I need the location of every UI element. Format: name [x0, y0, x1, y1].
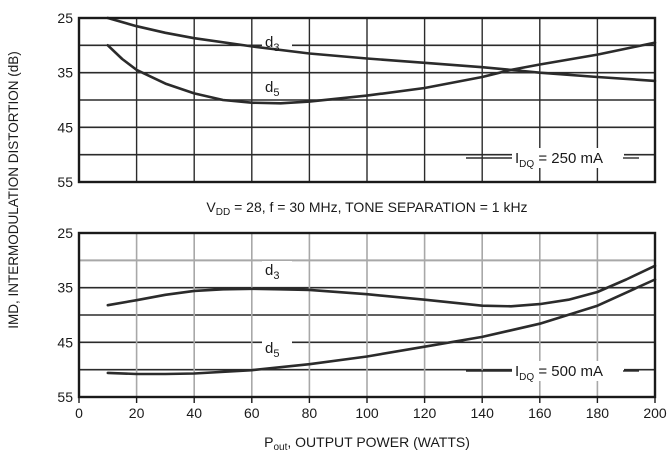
- label-mask: [512, 361, 624, 381]
- x-axis-label: Pout, OUTPUT POWER (WATTS): [264, 434, 470, 453]
- y-tick-label: 55: [57, 389, 73, 405]
- x-tick-label: 20: [129, 405, 145, 421]
- series-line-d5-panel-2: [106, 278, 657, 376]
- x-tick-label: 160: [528, 405, 552, 421]
- x-tick-label: 200: [643, 405, 667, 421]
- series-label-d5: d5: [265, 340, 279, 360]
- y-tick-label: 35: [57, 65, 73, 81]
- x-tick-label: 60: [244, 405, 260, 421]
- series-label-d5: d5: [265, 79, 279, 99]
- conditions-label: VDD = 28, f = 30 MHz, TONE SEPARATION = …: [206, 199, 527, 218]
- x-tick-label: 0: [75, 405, 83, 421]
- label-mask: [262, 339, 292, 359]
- condition-label-panel-1: IDQ = 250 mA: [515, 150, 603, 170]
- x-tick-label: 140: [471, 405, 495, 421]
- y-tick-label: 45: [57, 119, 73, 135]
- series-label-d3: d3: [265, 34, 279, 54]
- x-tick-label: 100: [355, 405, 379, 421]
- series-label-d3: d3: [265, 262, 279, 282]
- x-tick-label: 40: [186, 405, 202, 421]
- y-axis-label: IMD, INTERMODULATION DISTORTION (dB): [6, 51, 21, 329]
- x-tick-label: 80: [302, 405, 318, 421]
- y-tick-label: 35: [57, 280, 73, 296]
- label-mask: [262, 78, 292, 98]
- x-tick-label: 180: [586, 405, 610, 421]
- y-tick-label: 55: [57, 174, 73, 190]
- x-tick-label: 120: [413, 405, 437, 421]
- series-line-d3-panel-2: [106, 264, 657, 308]
- series-line-d5-panel-1: [106, 41, 657, 105]
- y-tick-label: 45: [57, 334, 73, 350]
- series-line-d3-panel-1: [106, 16, 657, 83]
- curves-layer: [106, 16, 657, 376]
- label-mask: [512, 148, 624, 168]
- plot-frame-panel-1: [77, 16, 657, 184]
- grid-layer: [79, 18, 655, 397]
- y-tick-label: 25: [57, 10, 73, 26]
- y-tick-label: 25: [57, 225, 73, 241]
- condition-label-panel-2: IDQ = 500 mA: [515, 363, 603, 383]
- label-layer: d3 d5 IDQ = 250 mA d3 d5 IDQ = 500 mA: [265, 34, 639, 383]
- label-mask: [262, 261, 292, 281]
